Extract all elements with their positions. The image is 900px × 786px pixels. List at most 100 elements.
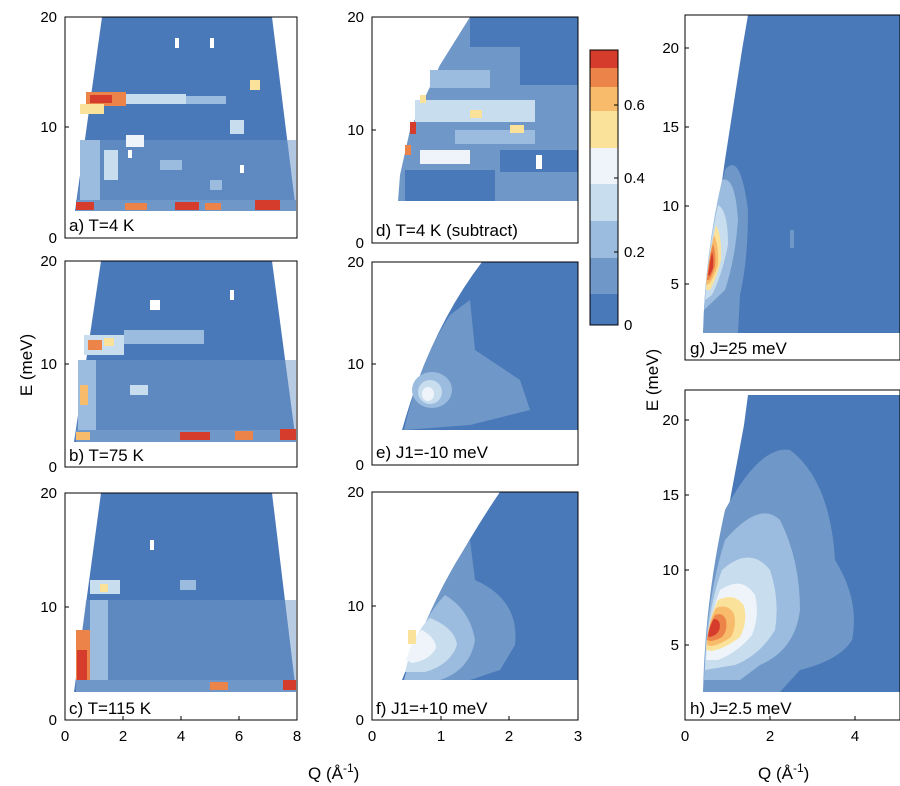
panel-b-heatmap: [74, 261, 296, 442]
panel-h: 5 10 15 20 0 2 4 h) J=2.5 meV: [662, 389, 900, 745]
panel-b-band: [78, 290, 234, 430]
panel-c-xtick-label: 0: [61, 728, 69, 745]
panel-h-xticks: 0 2 4: [681, 716, 859, 745]
panel-h-ytick-label: 10: [662, 562, 679, 579]
panel-f: 0 10 20 0 1 2 3 f) J1=+10 meV: [347, 484, 582, 745]
colorbar-tick-label: 0: [624, 317, 632, 334]
panel-g-ytick-label: 10: [662, 198, 679, 215]
panel-b-lower-texture: [75, 360, 296, 440]
panel-f-ytick-label: 10: [347, 598, 364, 615]
panel-a-yticks: 0 10 20: [40, 9, 69, 247]
colorbar-frame: [589, 49, 619, 326]
panel-g-ytick-label: 20: [662, 40, 679, 57]
panel-f-xtick-label: 0: [368, 728, 376, 745]
panel-a-band-high: [80, 92, 226, 114]
panel-h-xtick-label: 4: [851, 728, 859, 745]
colorbar-segment: [590, 294, 618, 325]
panel-c-ytick-label: 0: [49, 712, 57, 729]
colorbar: 0 0.2 0.4 0.6: [589, 49, 645, 334]
panel-d-heatmap: [398, 17, 578, 201]
panel-f-xtick-label: 3: [574, 728, 582, 745]
colorbar-segment: [590, 221, 618, 258]
panel-f-level-5: [406, 630, 436, 663]
panel-a-label: a) T=4 K: [69, 216, 135, 235]
panel-c-label: c) T=115 K: [69, 699, 152, 718]
panel-c-xtick-label: 2: [119, 728, 127, 745]
panel-f-ytick-label: 0: [356, 712, 364, 729]
panel-f-xtick-label: 1: [437, 728, 445, 745]
panel-h-frame: [684, 389, 900, 721]
panel-h-heatmap: [703, 395, 900, 692]
panel-h-ytick-label: 5: [671, 637, 679, 654]
panel-d-ytick-label: 0: [356, 235, 364, 252]
panel-e-ytick-label: 0: [356, 457, 364, 474]
panel-g-level-8: [708, 252, 714, 276]
panel-d: 0 10 20 d) T=4 K (subtract): [347, 9, 579, 252]
x-axis-label-close: ): [354, 764, 360, 783]
panel-c-xtick-label: 8: [293, 728, 301, 745]
panel-b: 0 10 20 b) T=75 K: [40, 253, 298, 476]
panel-e: 0 10 20 e) J1=-10 meV: [347, 254, 579, 474]
x-axis-label-text: Q (Å: [758, 764, 794, 783]
colorbar-tick-label: 0.4: [624, 170, 645, 187]
panel-a: 0 10 20 a) T=4 K: [40, 9, 298, 247]
panel-g-ytick-label: 15: [662, 119, 679, 136]
panel-c-heatmap: [74, 493, 296, 692]
panel-h-level-8: [708, 619, 720, 637]
panel-f-heatmap: [402, 492, 578, 680]
panel-d-ytick-label: 20: [347, 9, 364, 26]
x-axis-label-sup: -1: [793, 761, 804, 775]
y-axis-label-left: E (meV): [17, 334, 36, 396]
panel-e-heatmap: [402, 262, 578, 430]
panel-g-coverage: [703, 15, 900, 333]
panel-e-ytick-label: 20: [347, 254, 364, 271]
panel-g-frame: [684, 14, 900, 361]
panel-c-baseline: [76, 680, 296, 692]
panel-g-yticks: 5 10 15 20: [662, 40, 689, 293]
colorbar-segment: [590, 258, 618, 294]
x-axis-label-text: Q (Å: [308, 764, 344, 783]
panel-d-label: d) T=4 K (subtract): [376, 221, 518, 240]
panel-b-yticks: 0 10 20: [40, 253, 69, 476]
panel-b-label: b) T=75 K: [69, 446, 144, 465]
panel-c-lower-texture: [75, 600, 296, 690]
panel-c: 0 10 20 0 2 4 6 8 c) T=115 K: [40, 485, 301, 745]
panel-d-ytick-label: 10: [347, 122, 364, 139]
panel-a-ytick-label: 20: [40, 9, 57, 26]
panel-e-yticks: 0 10 20: [347, 254, 376, 474]
panel-h-xtick-label: 2: [766, 728, 774, 745]
x-axis-label-center: Q (Å-1): [308, 761, 359, 783]
panel-h-ytick-label: 20: [662, 412, 679, 429]
colorbar-tick-label: 0.2: [624, 244, 645, 261]
panel-c-yticks: 0 10 20: [40, 485, 69, 729]
panel-a-ytick-label: 10: [40, 119, 57, 136]
panel-c-features: [76, 540, 196, 690]
panel-g-label: g) J=25 meV: [690, 339, 788, 358]
panel-c-xtick-label: 6: [235, 728, 243, 745]
panel-b-ytick-label: 0: [49, 459, 57, 476]
panel-b-ytick-label: 20: [40, 253, 57, 270]
panel-d-bands: [405, 17, 578, 201]
panel-d-yticks: 0 10 20: [347, 9, 376, 252]
panel-e-level-5: [422, 387, 434, 401]
colorbar-segment: [590, 50, 618, 68]
panel-c-ytick-label: 10: [40, 599, 57, 616]
panel-h-yticks: 5 10 15 20: [662, 412, 689, 654]
panel-f-level-6: [408, 630, 416, 644]
colorbar-tick-label: 0.6: [624, 97, 645, 114]
colorbar-segment: [590, 148, 618, 184]
colorbar-segment: [590, 184, 618, 221]
panel-g-ytick-label: 5: [671, 276, 679, 293]
panel-e-ytick-label: 10: [347, 356, 364, 373]
panel-h-label: h) J=2.5 meV: [690, 699, 792, 718]
svg-text:Q (Å-1): Q (Å-1): [308, 761, 359, 783]
panel-a-speckle: [80, 38, 260, 200]
panel-a-baseline: [76, 200, 296, 211]
panel-c-xtick-label: 4: [177, 728, 185, 745]
panel-f-label: f) J1=+10 meV: [376, 699, 488, 718]
panel-f-ytick-label: 20: [347, 484, 364, 501]
x-axis-label-close: ): [804, 764, 810, 783]
panel-d-edge: [405, 95, 426, 155]
panel-b-baseline: [76, 429, 296, 442]
